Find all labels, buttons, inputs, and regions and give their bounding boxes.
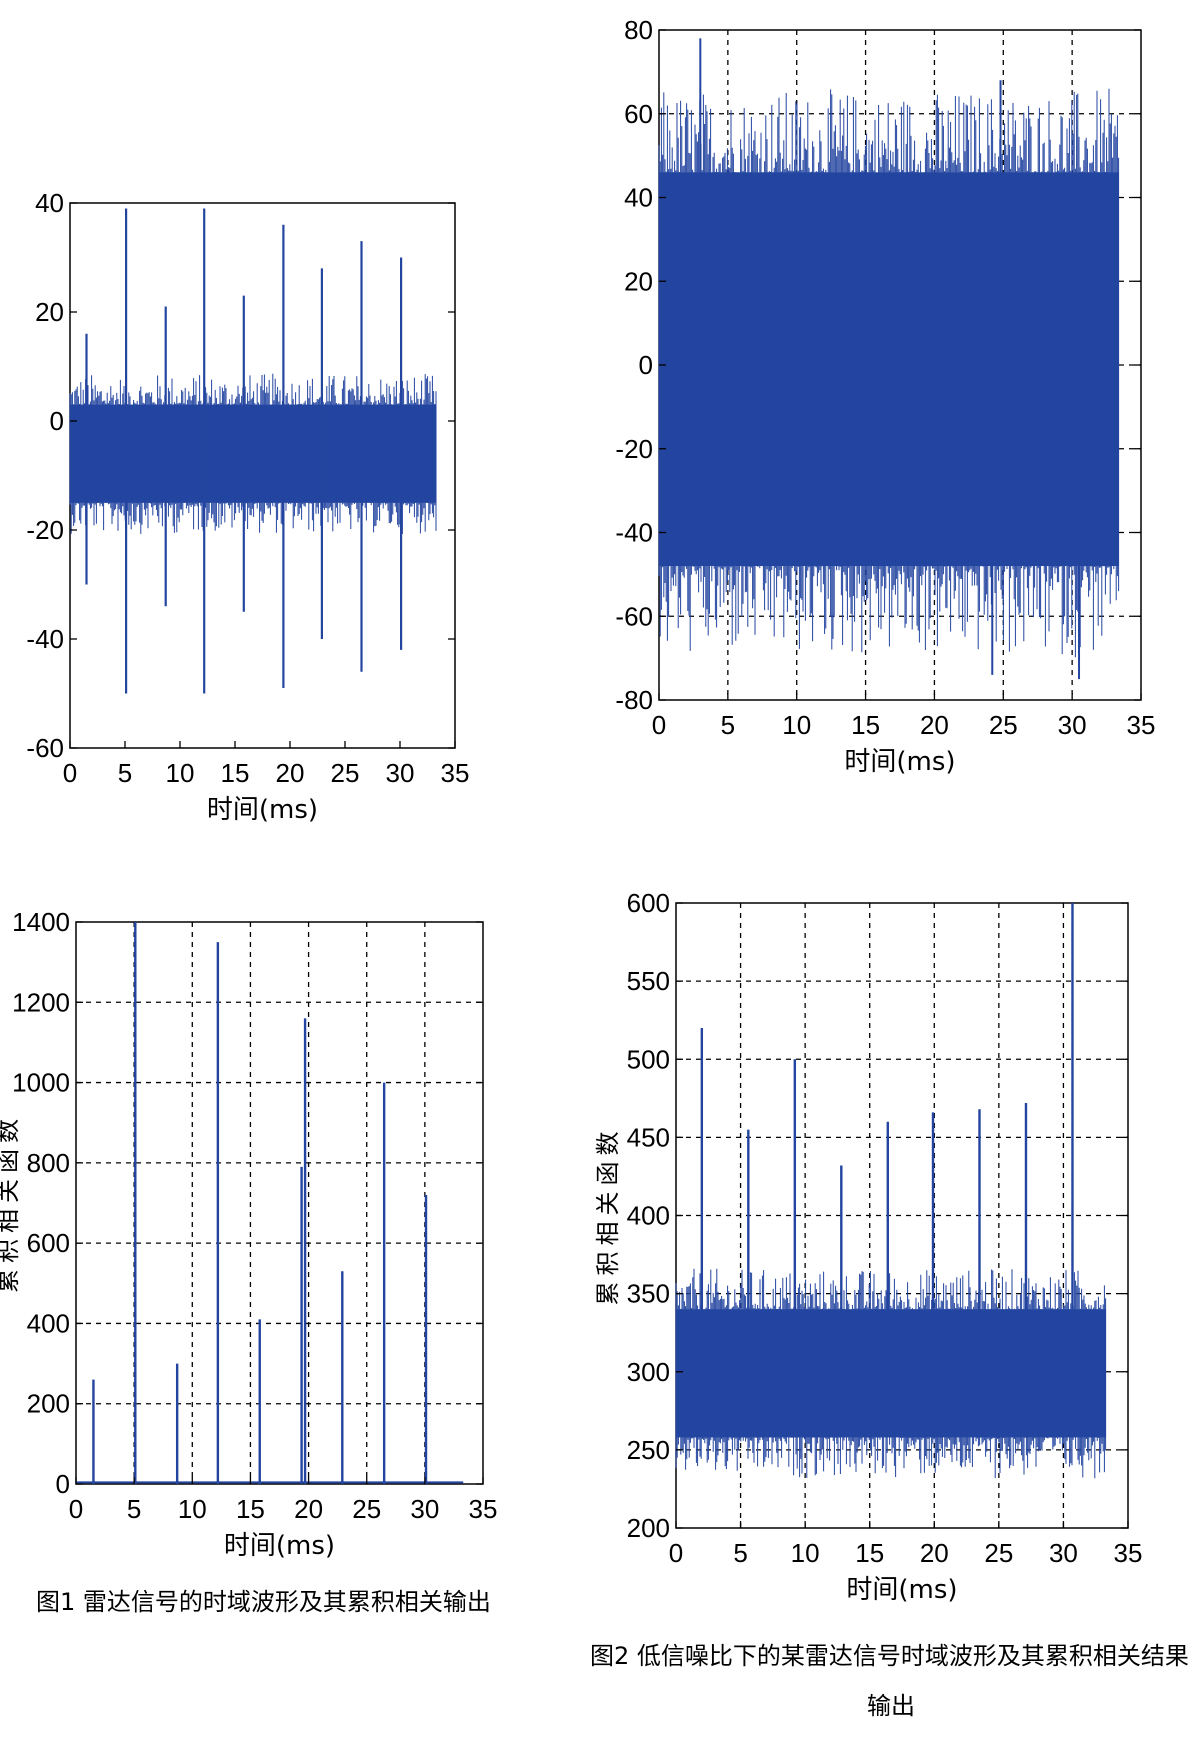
y-tick-label: 800 <box>27 1148 70 1178</box>
x-tick-label: 0 <box>652 710 666 740</box>
y-tick-label: 0 <box>639 350 653 380</box>
x-tick-label: 10 <box>782 710 811 740</box>
fig2_time-series <box>658 38 1120 680</box>
figure2-caption-line2: 输出 <box>867 1692 915 1720</box>
x-tick-label: 15 <box>221 758 250 788</box>
x-tick-label: 35 <box>1114 1538 1143 1568</box>
y-tick-label: 450 <box>627 1122 670 1152</box>
x-tick-label: 30 <box>1049 1538 1078 1568</box>
noise-waveform <box>658 88 1120 658</box>
y-tick-label: 350 <box>627 1279 670 1309</box>
y-tick-label: 20 <box>35 297 64 327</box>
fig1_time-series <box>69 208 437 694</box>
y-tick-label: 60 <box>624 99 653 129</box>
x-tick-label: 25 <box>352 1494 381 1524</box>
y-tick-label: -40 <box>26 624 64 654</box>
plot-frame <box>75 921 484 1485</box>
x-tick-label: 5 <box>721 710 735 740</box>
fig2_time-chart: 0 5 10 15 20 25 30 35 -80 -60 -40 -20 0 20 40 60 80 时间(ms… <box>615 15 1155 777</box>
y-tick-label: 500 <box>627 1044 670 1074</box>
y-tick-label: 40 <box>35 188 64 218</box>
x-tick-label: 5 <box>733 1538 747 1568</box>
y-tick-label: 20 <box>624 266 653 296</box>
noise-waveform <box>69 373 437 534</box>
x-tick-label: 15 <box>855 1538 884 1568</box>
y-axis-label: 累积相关函数 <box>594 1126 622 1306</box>
x-tick-label: 10 <box>166 758 195 788</box>
y-tick-label: -60 <box>26 733 64 763</box>
x-tick-label: 25 <box>989 710 1018 740</box>
x-tick-label: 15 <box>851 710 880 740</box>
x-axis-label: 时间(ms) <box>207 795 318 825</box>
x-tick-label: 30 <box>410 1494 439 1524</box>
fig2_corr-chart: 0 5 10 15 20 25 30 35 200 250 300 350 400 450 500 550 60… <box>594 888 1142 1605</box>
fig1_corr-series <box>76 922 464 1484</box>
y-tick-label: 300 <box>627 1357 670 1387</box>
y-tick-label: 250 <box>627 1435 670 1465</box>
y-axis-label: 累积相关函数 <box>0 1113 22 1293</box>
y-tick-label: -20 <box>615 434 653 464</box>
y-tick-label: 1200 <box>12 987 70 1017</box>
x-tick-label: 20 <box>920 710 949 740</box>
y-tick-label: 600 <box>27 1228 70 1258</box>
noise-waveform <box>675 1268 1107 1479</box>
y-tick-label: -40 <box>615 518 653 548</box>
x-tick-label: 0 <box>669 1538 683 1568</box>
y-tick-label: 1000 <box>12 1068 70 1098</box>
y-tick-label: 200 <box>27 1389 70 1419</box>
x-tick-label: 10 <box>791 1538 820 1568</box>
x-tick-label: 0 <box>63 758 77 788</box>
fig2_corr-series <box>675 903 1107 1479</box>
x-tick-label: 5 <box>127 1494 141 1524</box>
x-axis-label: 时间(ms) <box>224 1531 335 1561</box>
x-tick-label: 20 <box>920 1538 949 1568</box>
y-tick-label: 400 <box>627 1201 670 1231</box>
y-tick-label: 0 <box>56 1469 70 1499</box>
x-tick-label: 15 <box>236 1494 265 1524</box>
x-axis-label: 时间(ms) <box>844 747 955 777</box>
x-tick-label: 20 <box>276 758 305 788</box>
y-tick-label: 40 <box>624 183 653 213</box>
x-tick-label: 25 <box>984 1538 1013 1568</box>
y-tick-label: 600 <box>627 888 670 918</box>
x-tick-label: 5 <box>118 758 132 788</box>
fig1_corr-chart: 0 5 10 15 20 25 30 35 0 200 400 600 800 1000 1200 1400 时… <box>0 907 497 1561</box>
y-tick-label: 0 <box>50 406 64 436</box>
y-tick-label: -60 <box>615 601 653 631</box>
y-tick-label: -80 <box>615 685 653 715</box>
x-tick-label: 30 <box>386 758 415 788</box>
x-tick-label: 0 <box>69 1494 83 1524</box>
x-tick-label: 25 <box>331 758 360 788</box>
x-tick-label: 35 <box>441 758 470 788</box>
x-tick-label: 10 <box>178 1494 207 1524</box>
y-tick-label: 80 <box>624 15 653 45</box>
y-tick-label: 400 <box>27 1308 70 1338</box>
y-tick-label: -20 <box>26 515 64 545</box>
y-tick-label: 550 <box>627 966 670 996</box>
x-axis-label: 时间(ms) <box>846 1575 957 1605</box>
x-tick-label: 20 <box>294 1494 323 1524</box>
figure1-caption: 图1 雷达信号的时域波形及其累积相关输出 <box>36 1588 491 1616</box>
x-tick-label: 35 <box>469 1494 498 1524</box>
fig1_time-chart: 0 5 10 15 20 25 30 35 -60 -40 -20 0 20 40 时间(ms) <box>26 188 469 825</box>
figure2-caption-line1: 图2 低信噪比下的某雷达信号时域波形及其累积相关结果 <box>590 1642 1189 1670</box>
x-tick-label: 30 <box>1058 710 1087 740</box>
y-tick-label: 200 <box>627 1513 670 1543</box>
x-tick-label: 35 <box>1127 710 1156 740</box>
y-tick-label: 1400 <box>12 907 70 937</box>
